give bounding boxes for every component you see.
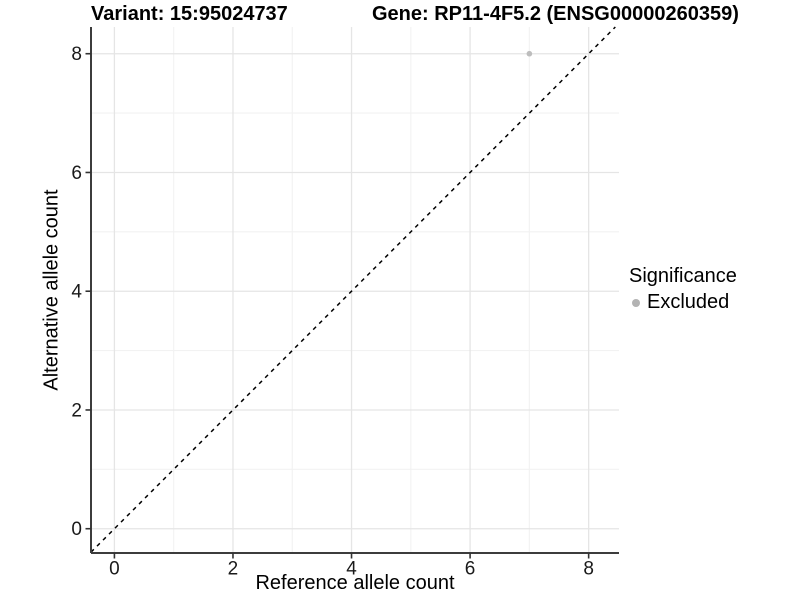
legend-item-label: Excluded [647,291,730,313]
x-tick-label: 0 [109,559,120,580]
x-tick-label: 6 [465,559,476,580]
y-tick-label: 6 [71,163,82,184]
legend-point-icon [632,298,640,307]
x-tick-label: 8 [583,559,594,580]
y-tick-label: 8 [71,44,82,65]
data-point [526,50,533,57]
legend: Significance Excluded [629,265,737,314]
variant-title: Variant: 15:95024737 [91,3,288,25]
x-tick-label: 4 [346,559,357,580]
identity-line [90,26,616,553]
x-tick-label: 2 [228,559,239,580]
legend-title: Significance [629,265,737,287]
x-axis-title: Reference allele count [255,572,455,594]
y-tick-label: 2 [71,400,82,421]
y-tick-label: 4 [71,282,82,303]
legend-item-excluded: Excluded [629,291,737,314]
y-axis-title: Alternative allele count [40,189,63,391]
gene-title: Gene: RP11-4F5.2 (ENSG00000260359) [372,3,739,25]
y-tick-label: 0 [71,519,82,540]
